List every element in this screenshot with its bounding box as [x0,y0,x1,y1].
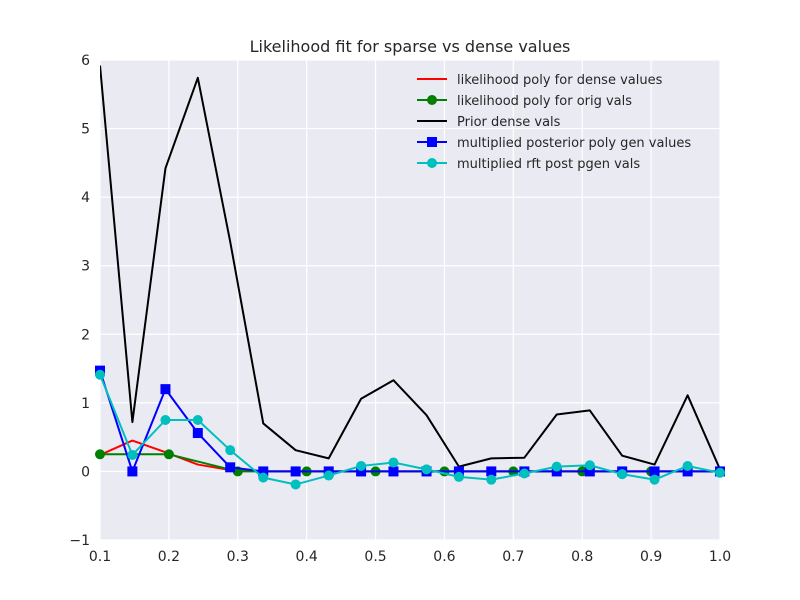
x-tick-label: 0.9 [640,549,662,565]
data-point [682,466,693,477]
y-tick-label: 1 [81,396,90,412]
data-series [95,65,725,490]
data-point [127,449,138,460]
data-point [258,466,269,477]
legend-label: multiplied posterior poly gen values [457,136,691,151]
y-tick-label: 2 [81,327,90,343]
y-tick-label: −1 [69,533,90,549]
legend-entry: multiplied rft post pgen vals [417,157,640,172]
data-point [584,460,595,471]
tick-labels: 0.1 0.2 0.3 0.4 0.5 0.6 0.7 0.8 0.9 1.0 −1 0 1 2 3 4 5 6 [69,53,731,565]
x-tick-label: 0.7 [502,549,524,565]
data-point [290,466,301,477]
x-tick-label: 0.2 [158,549,180,565]
series-line [100,65,720,470]
x-tick-label: 0.3 [227,549,249,565]
x-tick-label: 0.5 [364,549,386,565]
data-point [453,471,464,482]
data-point [486,466,497,477]
y-tick-label: 4 [81,190,90,206]
data-point [95,449,105,460]
data-point [192,428,203,439]
legend: likelihood poly for dense values likeliho… [417,73,691,172]
data-point [421,464,432,475]
data-point [323,470,334,481]
legend-label: multiplied rft post pgen vals [457,157,640,172]
data-point [388,457,399,468]
data-point [427,137,437,147]
series-4 [95,369,725,490]
data-point [519,468,530,479]
legend-entry: likelihood poly for orig vals [417,94,632,109]
data-point [427,158,437,168]
series-line [100,374,720,486]
y-tick-label: 6 [81,53,90,69]
y-tick-label: 5 [81,122,90,138]
data-point [192,415,203,425]
data-point [682,460,693,471]
data-point [551,461,562,472]
data-point [649,474,660,485]
data-point [649,466,660,477]
y-tick-label: 0 [81,464,90,480]
legend-entry: likelihood poly for dense values [417,73,663,88]
data-point [715,467,725,478]
series-line [100,370,720,473]
chart-title: Likelihood fit for sparse vs dense value… [250,37,571,56]
data-point [453,466,464,477]
data-point [127,466,138,477]
data-point [290,479,301,490]
data-point [163,449,174,460]
legend-entry: Prior dense vals [417,115,561,130]
legend-label: likelihood poly for dense values [457,73,663,88]
x-tick-label: 0.4 [296,549,318,565]
data-point [225,462,236,473]
legend-entry: multiplied posterior poly gen values [417,136,691,151]
data-point [258,472,269,483]
data-point [356,466,367,477]
series-2 [100,65,720,470]
legend-label: likelihood poly for orig vals [457,94,632,109]
data-point [160,415,171,425]
x-tick-label: 0.8 [571,549,593,565]
data-point [356,460,367,471]
x-tick-label: 0.6 [433,549,455,565]
x-tick-label: 1.0 [709,549,731,565]
data-point [225,445,236,456]
x-tick-label: 0.1 [89,549,111,565]
data-point [388,466,399,477]
data-point [486,474,497,485]
data-point [427,95,437,105]
data-point [160,384,171,395]
y-tick-label: 3 [81,259,90,275]
legend-label: Prior dense vals [457,115,561,130]
plot-area [100,60,720,540]
data-point [95,369,105,380]
data-point [617,469,628,480]
data-point [584,466,595,477]
